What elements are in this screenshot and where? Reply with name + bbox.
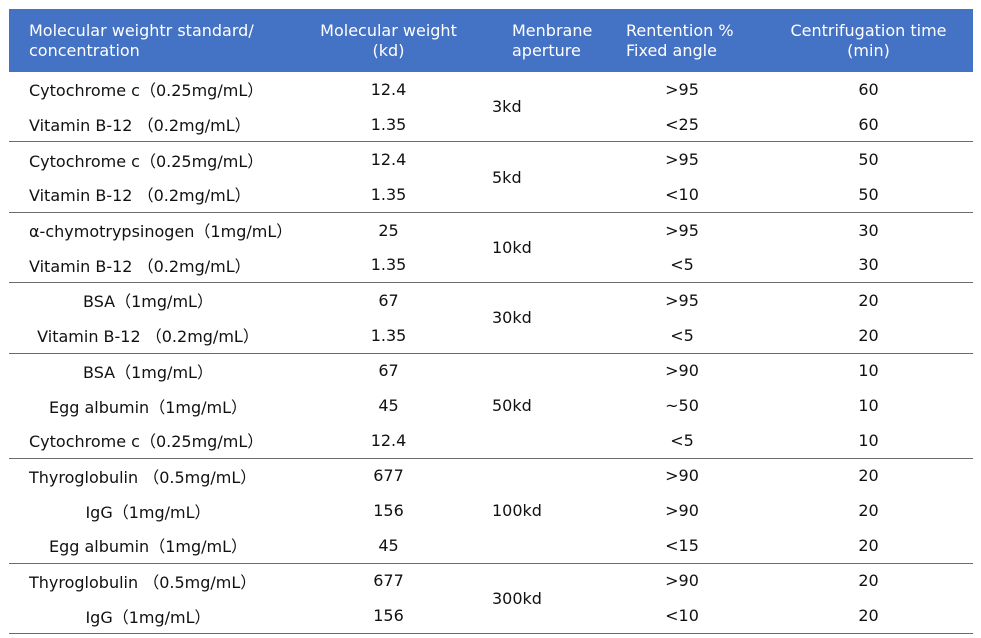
time-cell: 10 — [858, 361, 879, 381]
standard-cell: IgG（1mg/mL） — [85, 502, 211, 522]
table-row: Vitamin B-12 （0.2mg/mL） 1.35 <5 30 — [9, 247, 973, 284]
aperture-cell: 5kd — [476, 141, 600, 213]
molecular-weight-cell: 12.4 — [370, 79, 407, 99]
standard-cell: Cytochrome c（0.25mg/mL） — [9, 422, 301, 459]
standard-cell: Vitamin B-12 （0.2mg/mL） — [9, 177, 301, 213]
time-cell: 20 — [858, 466, 879, 486]
header-row: Molecular weightr standard/ concentratio… — [9, 9, 973, 72]
retention-cell: <5 — [600, 422, 764, 459]
table-row: Egg albumin（1mg/mL） 45 <15 20 — [9, 527, 973, 564]
header-centrifugation-time: Centrifugation time (min) — [764, 9, 973, 72]
molecular-weight-cell: 1.35 — [301, 247, 476, 284]
standard-cell: Vitamin B-12 （0.2mg/mL） — [9, 317, 301, 354]
standard-cell: Vitamin B-12 （0.2mg/mL） — [9, 247, 301, 284]
molecular-weight-cell: 45 — [301, 527, 476, 564]
standard-cell: Cytochrome c（0.25mg/mL） — [29, 81, 264, 101]
molecular-weight-cell: 677 — [373, 466, 404, 486]
retention-cell: >95 — [665, 150, 699, 170]
time-cell: 10 — [858, 396, 879, 416]
time-cell: 10 — [764, 422, 973, 459]
header-aperture: Menbrane aperture — [476, 9, 600, 72]
table-row: Vitamin B-12 （0.2mg/mL） 1.35 <10 50 — [9, 177, 973, 213]
molecular-weight-cell: 67 — [378, 290, 399, 310]
time-cell: 50 — [858, 150, 879, 170]
molecular-weight-cell: 25 — [378, 220, 399, 240]
standard-cell: Cytochrome c（0.25mg/mL） — [29, 151, 264, 171]
time-cell: 20 — [858, 290, 879, 310]
table-row: BSA（1mg/mL） 67 30kd >95 20 — [9, 282, 973, 354]
ultrafiltration-spec-table: Molecular weightr standard/ concentratio… — [9, 9, 973, 635]
molecular-weight-cell: 156 — [301, 598, 476, 635]
time-cell: 20 — [764, 598, 973, 635]
table-body: Cytochrome c（0.25mg/mL） 12.4 3kd >95 60 Vitam… — [9, 72, 973, 635]
retention-cell: >90 — [665, 501, 699, 521]
standard-cell: Egg albumin（1mg/mL） — [9, 527, 301, 564]
time-cell: 30 — [764, 247, 973, 284]
standard-cell: BSA（1mg/mL） — [83, 292, 213, 312]
time-cell: 30 — [858, 220, 879, 240]
table-row: Egg albumin（1mg/mL） 45 ~50 10 — [9, 388, 973, 423]
aperture-cell: 50kd — [476, 353, 600, 459]
table-row: Cytochrome c（0.25mg/mL） 12.4 5kd >95 50 — [9, 141, 973, 213]
table-row: IgG（1mg/mL） 156 <10 20 — [9, 598, 973, 635]
header-molecular-weight: Molecular weight (kd) — [301, 9, 476, 72]
table-row: α-chymotrypsinogen（1mg/mL） 25 10kd >95 30 — [9, 212, 973, 284]
retention-cell: <15 — [600, 527, 764, 564]
time-cell: 20 — [858, 501, 879, 521]
standard-cell: Egg albumin（1mg/mL） — [48, 397, 248, 417]
table-row: BSA（1mg/mL） 67 50kd >90 10 — [9, 353, 973, 459]
table-row: IgG（1mg/mL） 156 >90 20 — [9, 493, 973, 528]
time-cell: 20 — [858, 571, 879, 591]
time-cell: 60 — [858, 79, 879, 99]
molecular-weight-cell: 67 — [378, 361, 399, 381]
molecular-weight-cell: 677 — [373, 571, 404, 591]
retention-cell: <25 — [600, 106, 764, 143]
table-row: Vitamin B-12 （0.2mg/mL） 1.35 <5 20 — [9, 317, 973, 354]
time-cell: 20 — [764, 317, 973, 354]
retention-cell: >95 — [665, 290, 699, 310]
table-row: Cytochrome c（0.25mg/mL） 12.4 <5 10 — [9, 422, 973, 459]
retention-cell: <5 — [600, 247, 764, 284]
time-cell: 60 — [764, 106, 973, 143]
molecular-weight-cell: 45 — [378, 396, 399, 416]
molecular-weight-cell: 1.35 — [301, 317, 476, 354]
molecular-weight-cell: 12.4 — [370, 150, 407, 170]
molecular-weight-cell: 12.4 — [301, 422, 476, 459]
retention-cell: <10 — [600, 177, 764, 213]
standard-cell: α-chymotrypsinogen（1mg/mL） — [29, 222, 293, 242]
aperture-cell: 100kd — [476, 458, 600, 564]
retention-cell: >90 — [665, 361, 699, 381]
retention-cell: <5 — [600, 317, 764, 354]
time-cell: 50 — [764, 177, 973, 213]
aperture-cell: 10kd — [476, 212, 600, 284]
retention-cell: >90 — [665, 571, 699, 591]
standard-cell: BSA（1mg/mL） — [83, 362, 213, 382]
aperture-cell: 3kd — [476, 72, 600, 143]
molecular-weight-cell: 156 — [373, 501, 404, 521]
standard-cell: Thyroglobulin （0.5mg/mL） — [29, 467, 257, 487]
standard-cell: Thyroglobulin （0.5mg/mL） — [29, 572, 257, 592]
retention-cell: >95 — [665, 79, 699, 99]
standard-cell: IgG（1mg/mL） — [9, 598, 301, 635]
molecular-weight-cell: 1.35 — [301, 106, 476, 143]
retention-cell: ~50 — [665, 396, 699, 416]
time-cell: 20 — [764, 527, 973, 564]
standard-cell: Vitamin B-12 （0.2mg/mL） — [9, 106, 301, 143]
table-row: Thyroglobulin （0.5mg/mL） 677 300kd >90 20 — [9, 563, 973, 635]
header-retention: Rentention % Fixed angle — [600, 9, 764, 72]
retention-cell: >95 — [665, 220, 699, 240]
aperture-cell: 300kd — [476, 563, 600, 635]
table-row: Vitamin B-12 （0.2mg/mL） 1.35 <25 60 — [9, 106, 973, 143]
retention-cell: <10 — [600, 598, 764, 635]
molecular-weight-cell: 1.35 — [301, 177, 476, 213]
retention-cell: >90 — [665, 466, 699, 486]
aperture-cell: 30kd — [476, 282, 600, 354]
table-row: Cytochrome c（0.25mg/mL） 12.4 3kd >95 60 — [9, 72, 973, 143]
header-standard: Molecular weightr standard/ concentratio… — [9, 9, 301, 72]
table-row: Thyroglobulin （0.5mg/mL） 677 100kd >90 20 — [9, 458, 973, 564]
